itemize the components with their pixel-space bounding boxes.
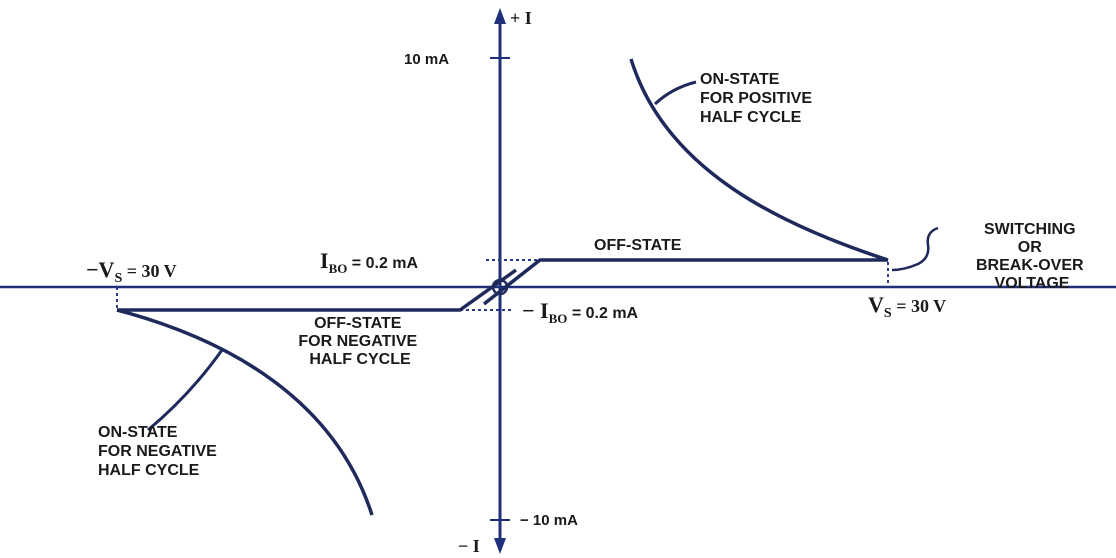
ibo-pos-label: IBO = 0.2 mA [320,248,419,276]
y-axis-positive-label: + I [510,8,532,28]
off-state-positive-label: OFF-STATE [594,237,682,254]
y-axis-down-arrow [494,538,506,554]
switching-voltage-label: SWITCHING OR BREAK-OVER VOLTAGE [976,221,1088,292]
origin-marker [491,278,509,296]
on-state-negative-curve [116,308,374,516]
off-state-negative-label: OFF-STATE FOR NEGATIVE HALF CYCLE [298,315,421,368]
pos-vs-label: VS = 30 V [868,292,946,321]
off-state-negative-curve [117,268,518,312]
tick-label-minus-10ma: − 10 mA [520,512,578,529]
on-state-positive-label: ON-STATE FOR POSITIVE HALF CYCLE [700,71,816,126]
y-axis-negative-label: − I [458,536,480,556]
switching-brace [891,226,939,272]
on-state-positive-curve [629,58,889,262]
neg-vs-label: −VS = 30 V [86,257,177,286]
ibo-neg-label: − IBO = 0.2 mA [522,298,639,326]
on-state-positive-pointer [653,80,697,106]
off-state-positive-curve [482,258,888,306]
on-state-negative-pointer [147,349,224,432]
tick-label-10ma: 10 mA [404,51,449,68]
on-state-negative-label: ON-STATE FOR NEGATIVE HALF CYCLE [98,424,221,479]
y-axis-up-arrow [494,8,506,24]
